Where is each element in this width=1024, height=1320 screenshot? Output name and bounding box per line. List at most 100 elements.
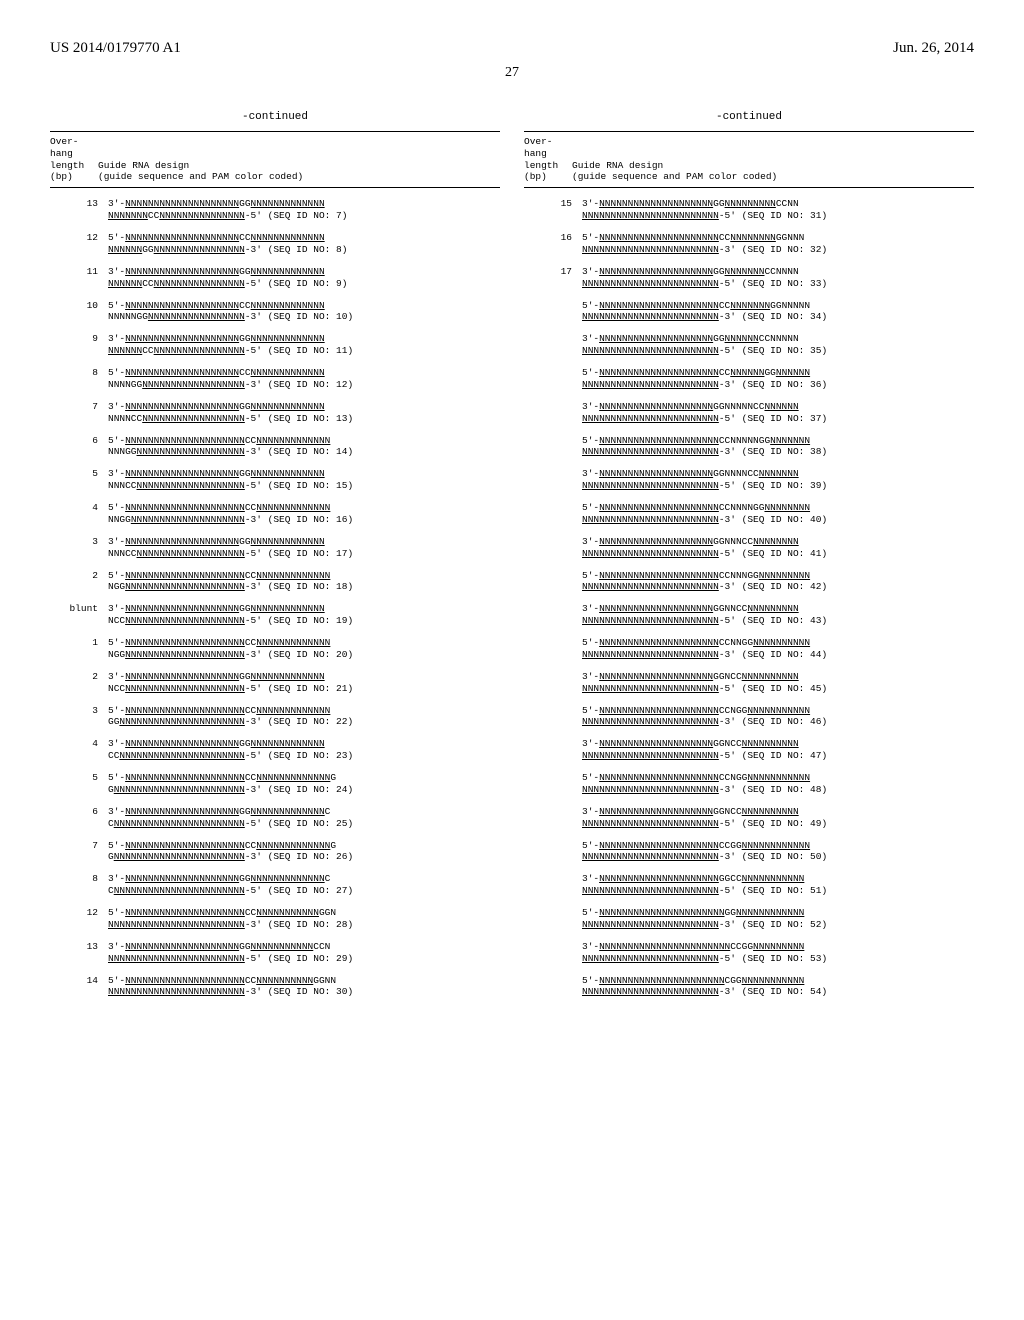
sequence-block: 3'-NNNNNNNNNNNNNNNNNNNNGGNNNNNNNNNCCNNNN…	[582, 198, 974, 222]
overhang-length: 16	[524, 232, 582, 256]
sequence-line-2: NNNNNNNNNNNNNNNNNNNNNNNN-5' (SEQ ID NO: …	[582, 615, 974, 627]
sequence-line-2: CCNNNNNNNNNNNNNNNNNNNNNN-5' (SEQ ID NO: …	[108, 750, 500, 762]
sequence-block: 5'-NNNNNNNNNNNNNNNNNNNNCCNNNNNNNNNNNNNNN…	[108, 232, 500, 256]
sequence-line-1: 3'-NNNNNNNNNNNNNNNNNNNNGGNCCNNNNNNNNNN	[582, 738, 974, 750]
sequence-line-1: 5'-NNNNNNNNNNNNNNNNNNNNNCCNNNNNNNNNNNNN	[108, 570, 500, 582]
sequence-line-2: NNNNNNNNNNNNNNNNNNNNNNNN-5' (SEQ ID NO: …	[582, 278, 974, 290]
overhang-length: 15	[524, 198, 582, 222]
sequence-block: 3'-NNNNNNNNNNNNNNNNNNNNGGNNNNNNNNNNNNNNN…	[108, 468, 500, 492]
sequence-line-2: NCCNNNNNNNNNNNNNNNNNNNNN-5' (SEQ ID NO: …	[108, 683, 500, 695]
sequence-block: 3'-NNNNNNNNNNNNNNNNNNNNGGNNNNNNCCNNNNNNN…	[582, 333, 974, 357]
sequence-line-1: 3'-NNNNNNNNNNNNNNNNNNNNGGNNNNNNNNNNNNNC	[108, 873, 500, 885]
sequence-line-2: NNNNNNGGNNNNNNNNNNNNNNNN-3' (SEQ ID NO: …	[108, 244, 500, 256]
sequence-line-2: NNNNNNNNNNNNNNNNNNNNNNNN-5' (SEQ ID NO: …	[582, 885, 974, 897]
overhang-length	[524, 941, 582, 965]
sequence-line-1: 3'-NNNNNNNNNNNNNNNNNNNNGGNNNNNNNNNNNNN	[108, 333, 500, 345]
hdr-overhang-4: (bp)	[50, 171, 73, 182]
sequence-entry: 133'-NNNNNNNNNNNNNNNNNNNNGGNNNNNNNNNNNCC…	[50, 941, 500, 965]
hdr-overhang-2r: hang	[524, 148, 547, 159]
sequence-line-1: 3'-NNNNNNNNNNNNNNNNNNNNGGNNNNNNNNNNNNN	[108, 536, 500, 548]
sequence-block: 5'-NNNNNNNNNNNNNNNNNNNNNCCNNNNNNNNNNNNNN…	[108, 570, 500, 594]
sequence-line-1: 3'-NNNNNNNNNNNNNNNNNNNNGGNNNNNNNNNNNCCN	[108, 941, 500, 953]
sequence-line-1: 3'-NNNNNNNNNNNNNNNNNNNNGGNNNNNCCNNNNNN	[582, 401, 974, 413]
sequence-block: 3'-NNNNNNNNNNNNNNNNNNNNNNNCCGGNNNNNNNNNN…	[582, 941, 974, 965]
sequence-entry: 3'-NNNNNNNNNNNNNNNNNNNNGGNNNNNNCCNNNNNNN…	[524, 333, 974, 357]
sequence-block: 3'-NNNNNNNNNNNNNNNNNNNNGGNNNNNNNNNNNNNCC…	[108, 738, 500, 762]
sequence-line-2: NNGGNNNNNNNNNNNNNNNNNNNN-3' (SEQ ID NO: …	[108, 514, 500, 526]
sequence-line-1: 3'-NNNNNNNNNNNNNNNNNNNNGGNNNCCNNNNNNNN	[582, 536, 974, 548]
sequence-block: 3'-NNNNNNNNNNNNNNNNNNNNGGNCCNNNNNNNNNNNN…	[582, 738, 974, 762]
sequence-line-1: 5'-NNNNNNNNNNNNNNNNNNNNNCCNNGGNNNNNNNNNN	[582, 637, 974, 649]
sequence-line-2: CNNNNNNNNNNNNNNNNNNNNNNN-5' (SEQ ID NO: …	[108, 818, 500, 830]
sequence-line-1: 3'-NNNNNNNNNNNNNNNNNNNNNNNCCGGNNNNNNNNN	[582, 941, 974, 953]
sequence-entry: 5'-NNNNNNNNNNNNNNNNNNNNNCCGGNNNNNNNNNNNN…	[524, 840, 974, 864]
overhang-length: 5	[50, 468, 108, 492]
sequence-block: 5'-NNNNNNNNNNNNNNNNNNNNNCCNNNNGGNNNNNNNN…	[582, 502, 974, 526]
overhang-length	[524, 333, 582, 357]
sequence-line-2: GNNNNNNNNNNNNNNNNNNNNNNN-3' (SEQ ID NO: …	[108, 851, 500, 863]
sequence-entry: 73'-NNNNNNNNNNNNNNNNNNNNGGNNNNNNNNNNNNNN…	[50, 401, 500, 425]
sequence-block: 5'-NNNNNNNNNNNNNNNNNNNNNCCNNNNNNGGNNNNNN…	[582, 367, 974, 391]
sequence-line-1: 5'-NNNNNNNNNNNNNNNNNNNNNCCNNNNNNNNGGNNN	[582, 232, 974, 244]
sequence-block: 5'-NNNNNNNNNNNNNNNNNNNNCCNNNNNNNNNNNNNNN…	[108, 300, 500, 324]
table-header-right: Over- hang length (bp) Guide RNA design …	[524, 131, 974, 189]
sequence-line-2: GGNNNNNNNNNNNNNNNNNNNNNN-3' (SEQ ID NO: …	[108, 716, 500, 728]
overhang-length	[524, 738, 582, 762]
sequence-line-2: NNNNNNNNNNNNNNNNNNNNNNNN-3' (SEQ ID NO: …	[108, 919, 500, 931]
continued-label-right: -continued	[524, 111, 974, 125]
sequence-line-1: 5'-NNNNNNNNNNNNNNNNNNNNCCNNNNNNNNNNNNN	[108, 367, 500, 379]
sequence-block: 3'-NNNNNNNNNNNNNNNNNNNNGGNNNNNNNNNNNNNNN…	[108, 333, 500, 357]
sequence-entry: 3'-NNNNNNNNNNNNNNNNNNNNGGNNNNNCCNNNNNNNN…	[524, 401, 974, 425]
overhang-length: 4	[50, 502, 108, 526]
overhang-length	[524, 705, 582, 729]
sequence-line-1: 3'-NNNNNNNNNNNNNNNNNNNNGGNNNNNNNCCNNNN	[582, 266, 974, 278]
overhang-length: 8	[50, 873, 108, 897]
sequence-line-2: NNNNNNNNNNNNNNNNNNNNNNNN-5' (SEQ ID NO: …	[582, 953, 974, 965]
sequence-line-1: 3'-NNNNNNNNNNNNNNNNNNNNGGNNNNNNNNNCCNN	[582, 198, 974, 210]
sequence-line-1: 5'-NNNNNNNNNNNNNNNNNNNNNCCNNNNNNNGGNNNNN	[582, 300, 974, 312]
sequence-block: 3'-NNNNNNNNNNNNNNNNNNNNGGNNNNCCNNNNNNNNN…	[582, 468, 974, 492]
table-header-left: Over- hang length (bp) Guide RNA design …	[50, 131, 500, 189]
overhang-length	[524, 772, 582, 796]
overhang-length: 3	[50, 705, 108, 729]
overhang-length	[524, 873, 582, 897]
sequence-line-1: 3'-NNNNNNNNNNNNNNNNNNNNGGNNNNNNNNNNNNN	[108, 603, 500, 615]
overhang-length	[524, 367, 582, 391]
hdr-overhang-3: length	[50, 160, 84, 171]
overhang-length: 13	[50, 941, 108, 965]
sequence-line-1: 3'-NNNNNNNNNNNNNNNNNNNNGGNNNNNNNNNNNNN	[108, 266, 500, 278]
sequence-entry: 3'-NNNNNNNNNNNNNNNNNNNNGGNNCCNNNNNNNNNNN…	[524, 603, 974, 627]
overhang-length	[524, 806, 582, 830]
sequence-entry: 93'-NNNNNNNNNNNNNNNNNNNNGGNNNNNNNNNNNNNN…	[50, 333, 500, 357]
overhang-length	[524, 401, 582, 425]
sequence-entry: 125'-NNNNNNNNNNNNNNNNNNNNCCNNNNNNNNNNNNN…	[50, 232, 500, 256]
overhang-length: 12	[50, 907, 108, 931]
sequence-line-2: NNNNNNNNNNNNNNNNNNNNNNNN-5' (SEQ ID NO: …	[582, 548, 974, 560]
sequence-line-1: 5'-NNNNNNNNNNNNNNNNNNNNNCCGGNNNNNNNNNNNN	[582, 840, 974, 852]
overhang-length	[524, 435, 582, 459]
sequence-line-2: NNNNNNNNNNNNNNNNNNNNNNNN-3' (SEQ ID NO: …	[582, 446, 974, 458]
overhang-length	[524, 502, 582, 526]
sequence-block: 3'-NNNNNNNNNNNNNNNNNNNNGGNNNNNNNNNNNCCNN…	[108, 941, 500, 965]
sequence-line-1: 3'-NNNNNNNNNNNNNNNNNNNNGGNNNNNNNNNNNNN	[108, 671, 500, 683]
overhang-length	[524, 907, 582, 931]
sequence-entry: 113'-NNNNNNNNNNNNNNNNNNNNGGNNNNNNNNNNNNN…	[50, 266, 500, 290]
sequence-block: 3'-NNNNNNNNNNNNNNNNNNNNGGNNNNNNNNNNNNNNN…	[108, 536, 500, 560]
sequence-entry: 35'-NNNNNNNNNNNNNNNNNNNNNCCNNNNNNNNNNNNN…	[50, 705, 500, 729]
sequence-line-1: 5'-NNNNNNNNNNNNNNNNNNNNNCCNNNNNNNNNNNNNG	[108, 840, 500, 852]
sequence-line-2: NNNNNNNNNNNNNNNNNNNNNNNN-5' (SEQ ID NO: …	[582, 683, 974, 695]
sequence-line-2: NNNNNNNNNNNNNNNNNNNNNNNN-5' (SEQ ID NO: …	[582, 818, 974, 830]
sequence-line-1: 5'-NNNNNNNNNNNNNNNNNNNNNCCNNNNNNNNNNNNN	[108, 435, 500, 447]
sequence-line-1: 5'-NNNNNNNNNNNNNNNNNNNNNCCNNNNNNNNNNNNN	[108, 637, 500, 649]
sequence-line-2: NNNNNNCCNNNNNNNNNNNNNNNN-5' (SEQ ID NO: …	[108, 345, 500, 357]
hdr-overhang-1r: Over-	[524, 136, 553, 147]
sequence-block: 5'-NNNNNNNNNNNNNNNNNNNNNCCNNNNNNNGGNNNNN…	[582, 300, 974, 324]
overhang-length: 3	[50, 536, 108, 560]
overhang-length	[524, 468, 582, 492]
sequence-line-1: 5'-NNNNNNNNNNNNNNNNNNNNNCCNNNNNNNNNNGGNN	[108, 975, 500, 987]
overhang-length: 14	[50, 975, 108, 999]
sequence-block: 5'-NNNNNNNNNNNNNNNNNNNNCCNNNNNNNNNNNNNNN…	[108, 367, 500, 391]
sequence-entry: 43'-NNNNNNNNNNNNNNNNNNNNGGNNNNNNNNNNNNNC…	[50, 738, 500, 762]
sequence-line-2: NNNNNNNNNNNNNNNNNNNNNNNN-3' (SEQ ID NO: …	[582, 986, 974, 998]
sequence-entry: 33'-NNNNNNNNNNNNNNNNNNNNGGNNNNNNNNNNNNNN…	[50, 536, 500, 560]
